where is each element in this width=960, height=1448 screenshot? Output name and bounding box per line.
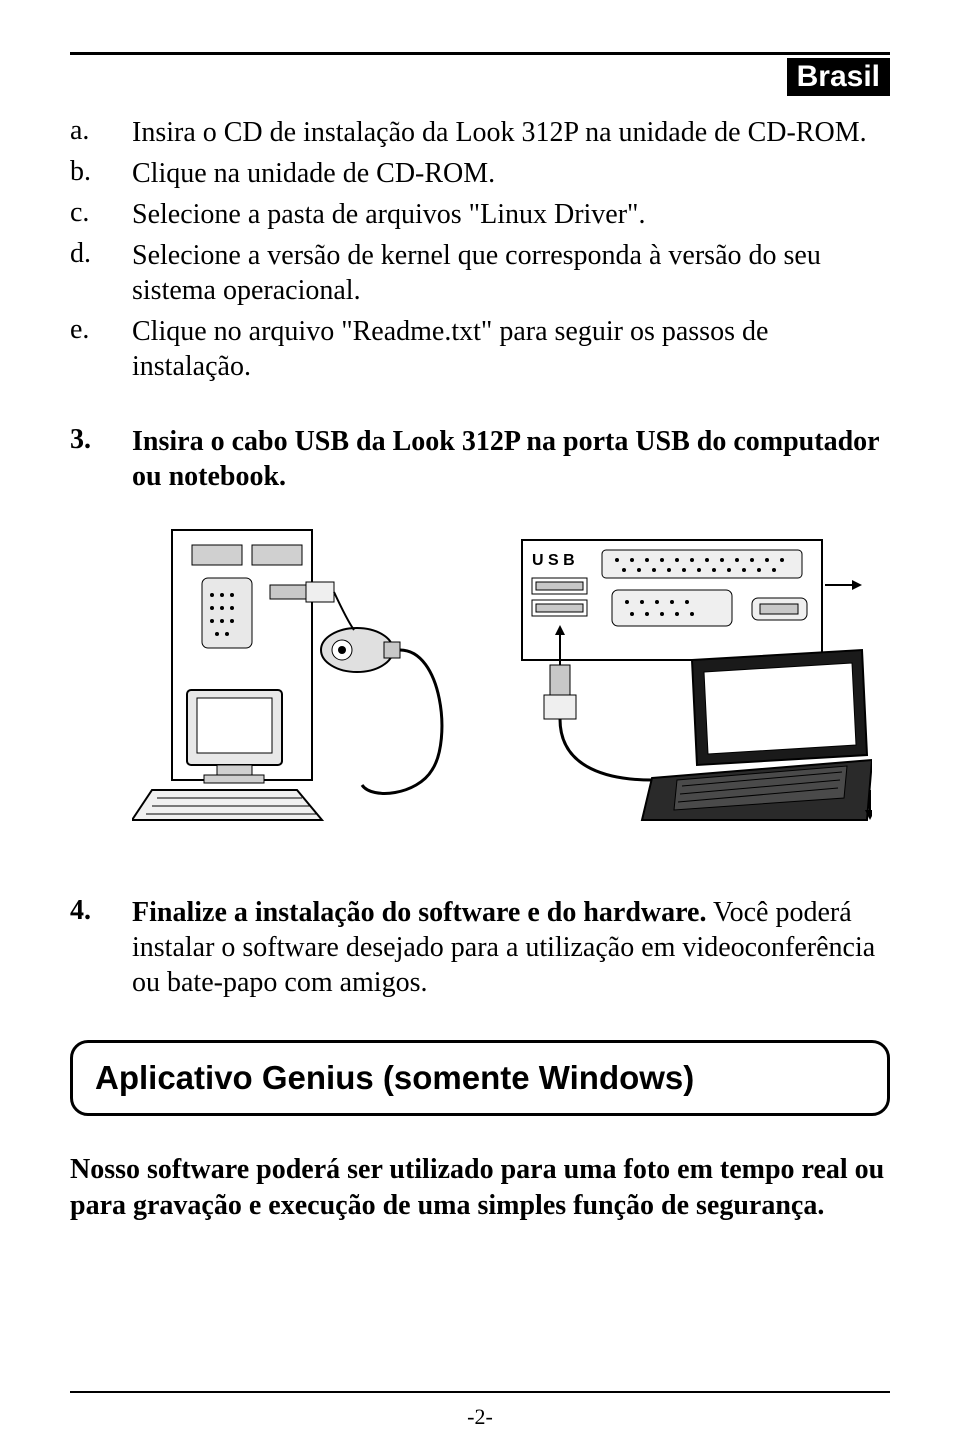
laptop [642, 650, 872, 820]
list-item-label: e. [70, 314, 132, 384]
list-item-label: b. [70, 156, 132, 191]
list-item: d. Selecione a versão de kernel que corr… [70, 238, 890, 308]
list-item-label: d. [70, 238, 132, 308]
step-text: Insira o cabo USB da Look 312P na porta … [132, 424, 890, 494]
usb-label: U S B [532, 552, 575, 569]
list-item: b. Clique na unidade de CD-ROM. [70, 156, 890, 191]
list-item: c. Selecione a pasta de arquivos "Linux … [70, 197, 890, 232]
step-4: 4. Finalize a instalação do software e d… [70, 895, 890, 1000]
step-3: 3. Insira o cabo USB da Look 312P na por… [70, 424, 890, 494]
step-text: Finalize a instalação do software e do h… [132, 895, 890, 1000]
list-item-text: Selecione a pasta de arquivos "Linux Dri… [132, 197, 645, 232]
callout-title: Aplicativo Genius (somente Windows) [95, 1059, 865, 1097]
list-item-label: a. [70, 115, 132, 150]
keyboard [132, 790, 322, 820]
bottom-rule [70, 1391, 890, 1393]
laptop-ports-panel: U S B [522, 540, 862, 660]
page-number: -2- [0, 1404, 960, 1430]
list-item-text: Clique na unidade de CD-ROM. [132, 156, 495, 191]
usb-connection-diagram: U S B [132, 520, 872, 830]
top-rule [70, 52, 890, 55]
list-item: e. Clique no arquivo "Readme.txt" para s… [70, 314, 890, 384]
list-item-text: Selecione a versão de kernel que corresp… [132, 238, 890, 308]
step4-bold: Finalize a instalação do software e do h… [132, 897, 706, 928]
callout-paragraph: Nosso software poderá ser utilizado para… [70, 1152, 890, 1225]
list-item-text: Clique no arquivo "Readme.txt" para segu… [132, 314, 890, 384]
list-item-label: c. [70, 197, 132, 232]
section-callout: Aplicativo Genius (somente Windows) [70, 1040, 890, 1116]
sub-steps-list: a. Insira o CD de instalação da Look 312… [70, 115, 890, 384]
list-item-text: Insira o CD de instalação da Look 312P n… [132, 115, 867, 150]
step-number: 3. [70, 424, 132, 494]
region-label: Brasil [787, 58, 890, 96]
webcam-device [321, 592, 442, 793]
list-item: a. Insira o CD de instalação da Look 312… [70, 115, 890, 150]
step-number: 4. [70, 895, 132, 1000]
